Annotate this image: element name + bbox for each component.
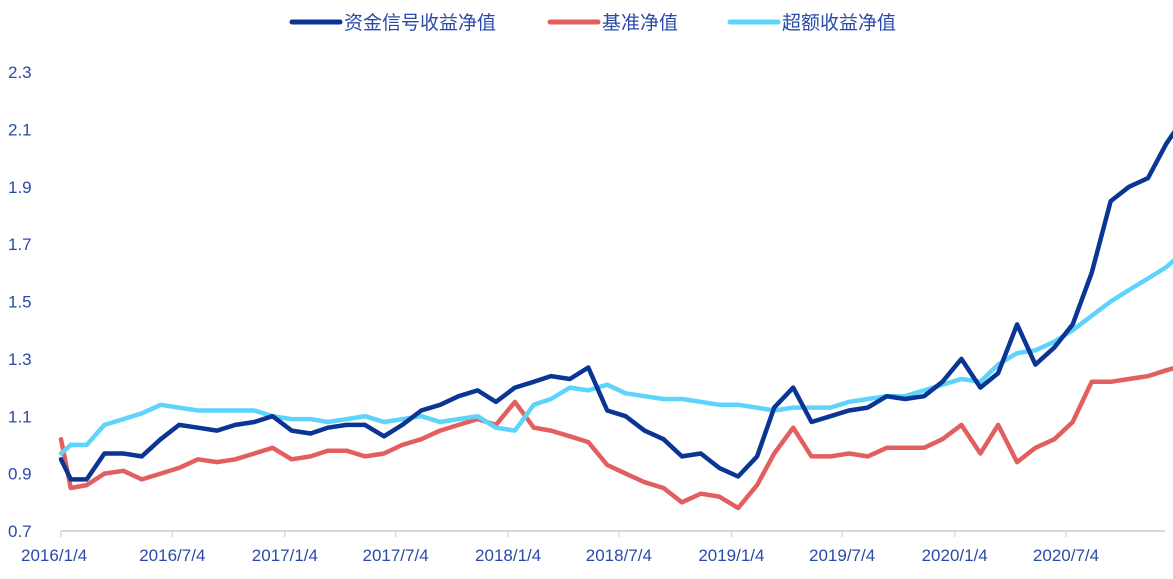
legend: 资金信号收益净值 基准净值 超额收益净值 [289, 12, 896, 34]
series-line-2 [58, 258, 1173, 456]
series-line-1 [58, 366, 1173, 511]
y-tick-label: 0.7 [8, 522, 32, 541]
x-tick-label: 2017/1/4 [252, 546, 318, 565]
y-tick-label: 1.3 [8, 350, 32, 369]
x-tick-label: 2019/7/4 [809, 546, 875, 565]
x-axis: 2016/1/4 2016/7/4 2017/1/4 2017/7/4 2018/1/4… [21, 530, 1165, 565]
y-tick-label: 2.1 [8, 120, 32, 139]
x-tick-label: 2016/7/4 [139, 546, 205, 565]
x-tick-label: 2019/1/4 [698, 546, 764, 565]
y-axis: 0.7 0.9 1.1 1.3 1.5 1.7 1.9 2.1 2.3 [8, 63, 32, 541]
series-line-0 [58, 129, 1173, 482]
y-tick-label: 1.9 [8, 178, 32, 197]
legend-label: 资金信号收益净值 [344, 12, 496, 34]
x-tick-label: 2017/7/4 [362, 546, 428, 565]
legend-label: 超额收益净值 [782, 12, 896, 34]
x-tick-label: 2018/1/4 [475, 546, 541, 565]
series-lines [58, 129, 1173, 511]
x-tick-label: 2020/7/4 [1033, 546, 1099, 565]
y-tick-label: 2.3 [8, 63, 32, 82]
legend-label: 基准净值 [602, 12, 678, 34]
y-tick-label: 0.9 [8, 465, 32, 484]
y-tick-label: 1.7 [8, 235, 32, 254]
y-tick-label: 1.5 [8, 293, 32, 312]
y-tick-label: 1.1 [8, 407, 32, 426]
x-tick-label: 2020/1/4 [922, 546, 988, 565]
x-tick-label: 2018/7/4 [586, 546, 652, 565]
x-tick-label: 2016/1/4 [21, 546, 87, 565]
